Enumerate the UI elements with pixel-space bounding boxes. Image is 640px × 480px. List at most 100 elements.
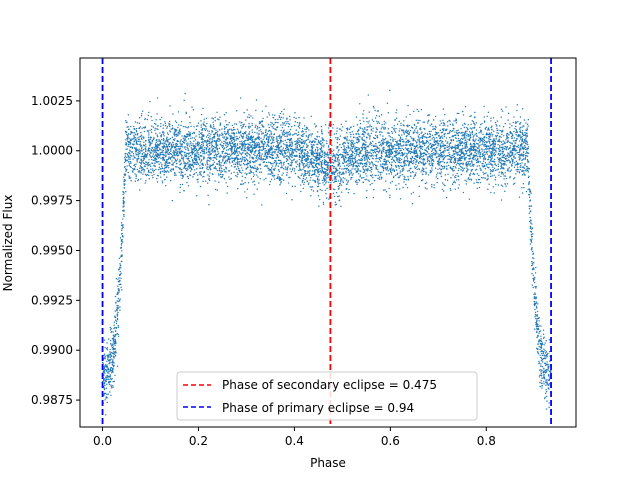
scatter-point <box>138 161 141 164</box>
scatter-point <box>136 134 139 136</box>
scatter-point <box>534 286 536 288</box>
scatter-point <box>545 371 547 374</box>
scatter-point <box>321 142 324 144</box>
scatter-point <box>179 142 181 144</box>
scatter-point <box>213 167 216 169</box>
scatter-point <box>377 148 379 150</box>
scatter-point <box>208 175 210 177</box>
scatter-point <box>495 164 497 167</box>
scatter-point <box>437 139 439 142</box>
scatter-point <box>523 119 526 121</box>
scatter-point <box>220 162 222 164</box>
scatter-point <box>144 182 146 184</box>
scatter-point <box>382 147 384 149</box>
scatter-point <box>297 142 300 144</box>
scatter-point <box>192 149 194 151</box>
scatter-point <box>192 166 195 168</box>
scatter-point <box>118 289 120 291</box>
scatter-point <box>244 172 246 174</box>
scatter-point <box>349 147 351 149</box>
scatter-point <box>280 167 282 169</box>
scatter-point <box>226 145 229 148</box>
scatter-point <box>301 154 304 156</box>
scatter-point <box>273 162 276 164</box>
scatter-point <box>343 145 345 147</box>
scatter-point <box>416 132 418 134</box>
scatter-point <box>180 139 182 141</box>
scatter-point <box>301 162 303 164</box>
scatter-point <box>534 292 536 294</box>
scatter-point <box>308 171 310 173</box>
scatter-point <box>301 150 304 152</box>
scatter-point <box>271 126 273 128</box>
scatter-point <box>364 159 366 162</box>
scatter-point <box>493 143 495 145</box>
scatter-point <box>377 171 379 173</box>
scatter-point <box>404 147 407 149</box>
scatter-point <box>150 131 153 133</box>
scatter-point <box>332 127 334 129</box>
scatter-point <box>208 148 210 151</box>
scatter-point <box>258 136 261 138</box>
scatter-point <box>268 129 271 132</box>
scatter-point <box>138 127 140 130</box>
scatter-point <box>111 387 113 389</box>
scatter-point <box>379 174 382 176</box>
scatter-point <box>418 138 420 140</box>
scatter-point <box>388 132 390 134</box>
scatter-point <box>384 168 387 170</box>
scatter-point <box>274 148 276 151</box>
scatter-point <box>404 144 407 146</box>
scatter-point <box>168 138 170 141</box>
scatter-point <box>156 149 159 152</box>
scatter-point <box>158 163 160 165</box>
scatter-point <box>504 141 506 143</box>
scatter-point <box>228 161 231 163</box>
scatter-point <box>286 133 288 135</box>
scatter-point <box>328 172 331 174</box>
scatter-point <box>173 152 175 154</box>
scatter-point <box>388 162 391 164</box>
scatter-point <box>132 132 134 134</box>
scatter-point <box>381 126 383 128</box>
scatter-point <box>317 183 320 185</box>
scatter-point <box>440 122 442 124</box>
scatter-point <box>250 145 252 147</box>
scatter-point <box>109 375 111 377</box>
scatter-point <box>219 173 222 176</box>
scatter-point <box>198 136 201 138</box>
scatter-point <box>516 170 518 173</box>
scatter-point <box>410 158 413 160</box>
scatter-point <box>138 143 140 146</box>
scatter-point <box>422 168 425 170</box>
scatter-point <box>186 146 188 149</box>
scatter-point <box>312 179 314 181</box>
scatter-point <box>268 136 270 139</box>
scatter-point <box>106 383 108 385</box>
scatter-point <box>263 137 265 139</box>
scatter-point <box>315 166 317 168</box>
scatter-point <box>328 176 330 178</box>
scatter-point <box>280 141 282 143</box>
scatter-point <box>284 168 286 170</box>
scatter-point <box>430 170 433 173</box>
scatter-point <box>153 151 156 153</box>
scatter-point <box>325 160 328 163</box>
scatter-point <box>446 128 448 130</box>
scatter-point <box>443 162 446 164</box>
scatter-point <box>136 168 139 171</box>
scatter-point <box>533 279 535 281</box>
scatter-point <box>218 138 221 141</box>
scatter-point <box>193 132 195 135</box>
scatter-point <box>403 124 405 127</box>
scatter-point <box>204 124 206 127</box>
scatter-point <box>542 374 544 376</box>
scatter-point <box>303 140 305 142</box>
scatter-point <box>179 128 181 130</box>
scatter-point <box>188 116 191 118</box>
scatter-point <box>470 169 472 171</box>
scatter-point <box>217 153 219 156</box>
scatter-point <box>322 203 325 205</box>
scatter-point <box>163 135 165 137</box>
scatter-point <box>482 177 484 179</box>
